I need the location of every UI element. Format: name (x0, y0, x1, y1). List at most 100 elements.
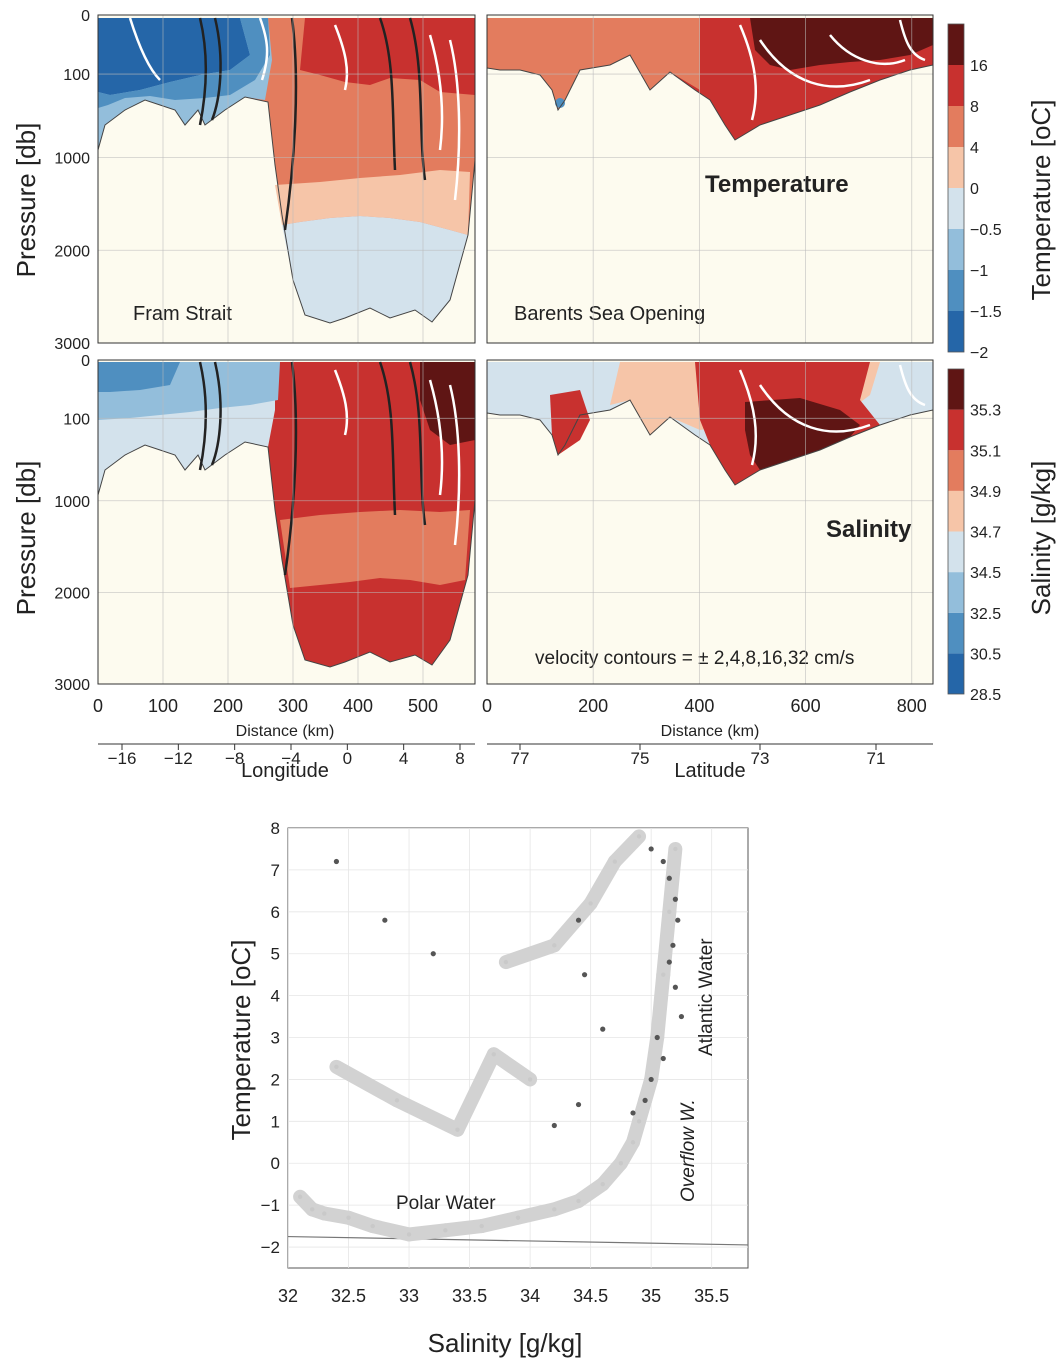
sal-colorbar-label: Salinity [g/kg] (1026, 461, 1056, 616)
colorbar-tick-label: 35.1 (970, 443, 1001, 460)
ts-point-light (406, 1232, 412, 1237)
ts-x-tick-label: 32 (278, 1286, 298, 1306)
temp-fram-axes: 0 100 1000 2000 3000 (54, 8, 476, 353)
distance-label-left: Distance (km) (236, 723, 335, 740)
sal-bso-axes: 0 200 400 600 800 (482, 359, 934, 716)
x-tick-label: 0 (93, 696, 103, 716)
colorbar-tick-label: 32.5 (970, 606, 1001, 623)
longitude-tick-label: 4 (399, 749, 408, 768)
salinity-colorbar: 28.5 30.5 32.5 34.5 34.7 34.9 35.1 35.3 (947, 368, 1001, 704)
ts-x-tick-label: 35 (641, 1286, 661, 1306)
pressure-label-bottom: Pressure [db] (11, 461, 41, 616)
ts-x-tick-label: 34 (520, 1286, 540, 1306)
ts-point-light (310, 1207, 315, 1212)
latitude-tick-label: 73 (751, 749, 770, 768)
colorbar-segment (948, 270, 964, 311)
x-tick-label: 600 (791, 696, 821, 716)
latitude-tick-label: 71 (867, 749, 886, 768)
ts-point-light (667, 909, 672, 915)
temp-fram-cold-mid (98, 18, 270, 108)
panel-fram-label: Fram Strait (133, 303, 232, 325)
y-tick-label: 2000 (54, 585, 90, 602)
ts-freezing-line (288, 1235, 748, 1246)
ts-point-dark (648, 846, 654, 852)
colorbar-tick-label: −1 (970, 263, 988, 280)
colorbar-tick-label: −0.5 (970, 222, 1002, 239)
ts-point-dark (430, 951, 436, 957)
ts-cloud-band (486, 1047, 538, 1087)
longitude-tick-label: 0 (343, 749, 352, 768)
ts-point-dark (672, 896, 678, 902)
longitude-tick-label: −8 (225, 749, 244, 768)
ts-x-tick-label: 32.5 (331, 1286, 366, 1306)
ts-cloud-band (662, 841, 683, 919)
x-tick-label: 100 (148, 696, 178, 716)
longitude-label: Longitude (241, 760, 329, 782)
sal-bso-max (745, 398, 860, 470)
pressure-label-top: Pressure [db] (11, 123, 41, 278)
temp-bso-frame (486, 14, 934, 344)
ts-point-dark (660, 858, 666, 865)
ts-point-dark (654, 1034, 660, 1041)
y-tick-label: 0 (81, 353, 90, 370)
ts-ylabel: Temperature [oC] (226, 940, 256, 1141)
ts-y-tick-label: −1 (261, 1196, 280, 1215)
sal-bso-panel: Salinity velocity contours = ± 2,4,8,16,… (487, 360, 933, 684)
ts-point-light (322, 1211, 327, 1216)
colorbar-segment (948, 409, 964, 451)
ts-cloud-band (329, 1059, 404, 1108)
longitude-tick-label: −12 (164, 749, 193, 768)
longitude-tick-label: −4 (281, 749, 300, 768)
ts-y-tick-label: 5 (271, 945, 280, 964)
ts-point-light (661, 972, 666, 977)
ts-y-tick-label: 2 (271, 1070, 280, 1089)
x-tick-label: 300 (278, 696, 308, 716)
ts-cloud-band (644, 1030, 665, 1087)
velocity-note: velocity contours = ± 2,4,8,16,32 cm/s (535, 648, 854, 669)
sal-bso-shelf-tongue (550, 390, 590, 455)
ts-point-dark (648, 1076, 654, 1083)
colorbar-tick-label: 8 (970, 99, 979, 116)
temp-colorbar-label: Temperature [oC] (1026, 100, 1056, 301)
temp-fram-velocity-contours (128, 17, 461, 231)
panel-bso-label: Barents Sea Opening (514, 303, 705, 325)
ts-cloud-band (607, 829, 647, 869)
sal-fram-frame (97, 359, 476, 685)
ts-point-light (576, 1198, 581, 1204)
ts-y-tick-label: 1 (271, 1112, 280, 1131)
colorbar-segment (948, 369, 964, 410)
temp-fram-transition (275, 170, 470, 235)
ts-cloud-band (498, 938, 562, 970)
sal-bso-frame (486, 359, 934, 685)
ts-point-dark (672, 984, 678, 990)
ts-point-light (394, 1098, 400, 1103)
y-tick-label: 3000 (54, 336, 90, 353)
ts-y-tick-label: 8 (271, 819, 280, 838)
colorbar-segment (948, 188, 964, 229)
y-tick-label: 0 (81, 8, 90, 25)
longitude-tick-label: 8 (455, 749, 464, 768)
colorbar-segment (948, 311, 964, 352)
ts-point-dark (678, 1013, 685, 1020)
ts-x-tick-label: 33 (399, 1286, 419, 1306)
colorbar-tick-label: 34.5 (970, 565, 1001, 582)
ts-point-light (552, 943, 557, 948)
ts-point-light (297, 1194, 303, 1199)
ts-annotation-atlantic: Atlantic Water (696, 938, 717, 1056)
y-tick-label: 100 (63, 67, 90, 84)
panel-temperature-label: Temperature (705, 171, 849, 198)
ts-y-tick-label: 3 (271, 1029, 280, 1048)
colorbar-tick-label: 16 (970, 58, 988, 75)
colorbar-segment (948, 147, 964, 188)
temp-bso-panel: Temperature Barents Sea Opening (487, 15, 933, 343)
panel-salinity-label: Salinity (826, 516, 912, 543)
colorbar-segment (948, 572, 964, 613)
ts-point-dark (666, 959, 672, 965)
ts-point-light (630, 1140, 636, 1145)
y-tick-label: 1000 (54, 494, 90, 511)
ts-point-light (612, 859, 618, 864)
colorbar-segment (948, 490, 964, 532)
temp-fram-frame (97, 14, 476, 344)
ts-point-light (491, 1052, 496, 1057)
sal-fram-intermediate (280, 510, 470, 588)
